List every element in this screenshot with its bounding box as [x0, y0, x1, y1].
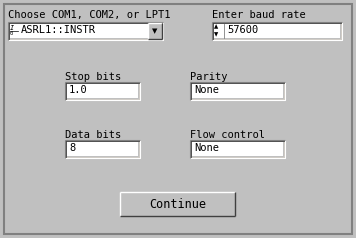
Bar	[192, 142, 283, 156]
Bar	[121, 193, 234, 215]
Bar	[214, 24, 340, 38]
Text: 1.0: 1.0	[69, 85, 88, 95]
Text: Flow control: Flow control	[190, 130, 265, 140]
Text: None: None	[194, 143, 219, 153]
Text: ▼: ▼	[214, 32, 218, 37]
Text: Parity: Parity	[190, 72, 227, 82]
Text: Data bits: Data bits	[65, 130, 121, 140]
Text: 57600: 57600	[227, 25, 258, 35]
Text: I: I	[10, 25, 14, 31]
Text: ASRL1::INSTR: ASRL1::INSTR	[21, 25, 96, 35]
Text: None: None	[194, 85, 219, 95]
Text: ▲: ▲	[214, 24, 218, 29]
Bar	[67, 84, 138, 98]
Text: Stop bits: Stop bits	[65, 72, 121, 82]
Text: Enter baud rate: Enter baud rate	[212, 10, 306, 20]
Bar	[192, 84, 283, 98]
Bar	[149, 24, 161, 38]
Text: Choose COM1, COM2, or LPT1: Choose COM1, COM2, or LPT1	[8, 10, 171, 20]
Text: ▼: ▼	[152, 28, 158, 34]
Bar	[10, 24, 161, 38]
Bar	[67, 142, 138, 156]
Text: 8: 8	[69, 143, 75, 153]
Text: 0: 0	[10, 31, 13, 36]
Text: Continue: Continue	[149, 198, 206, 210]
